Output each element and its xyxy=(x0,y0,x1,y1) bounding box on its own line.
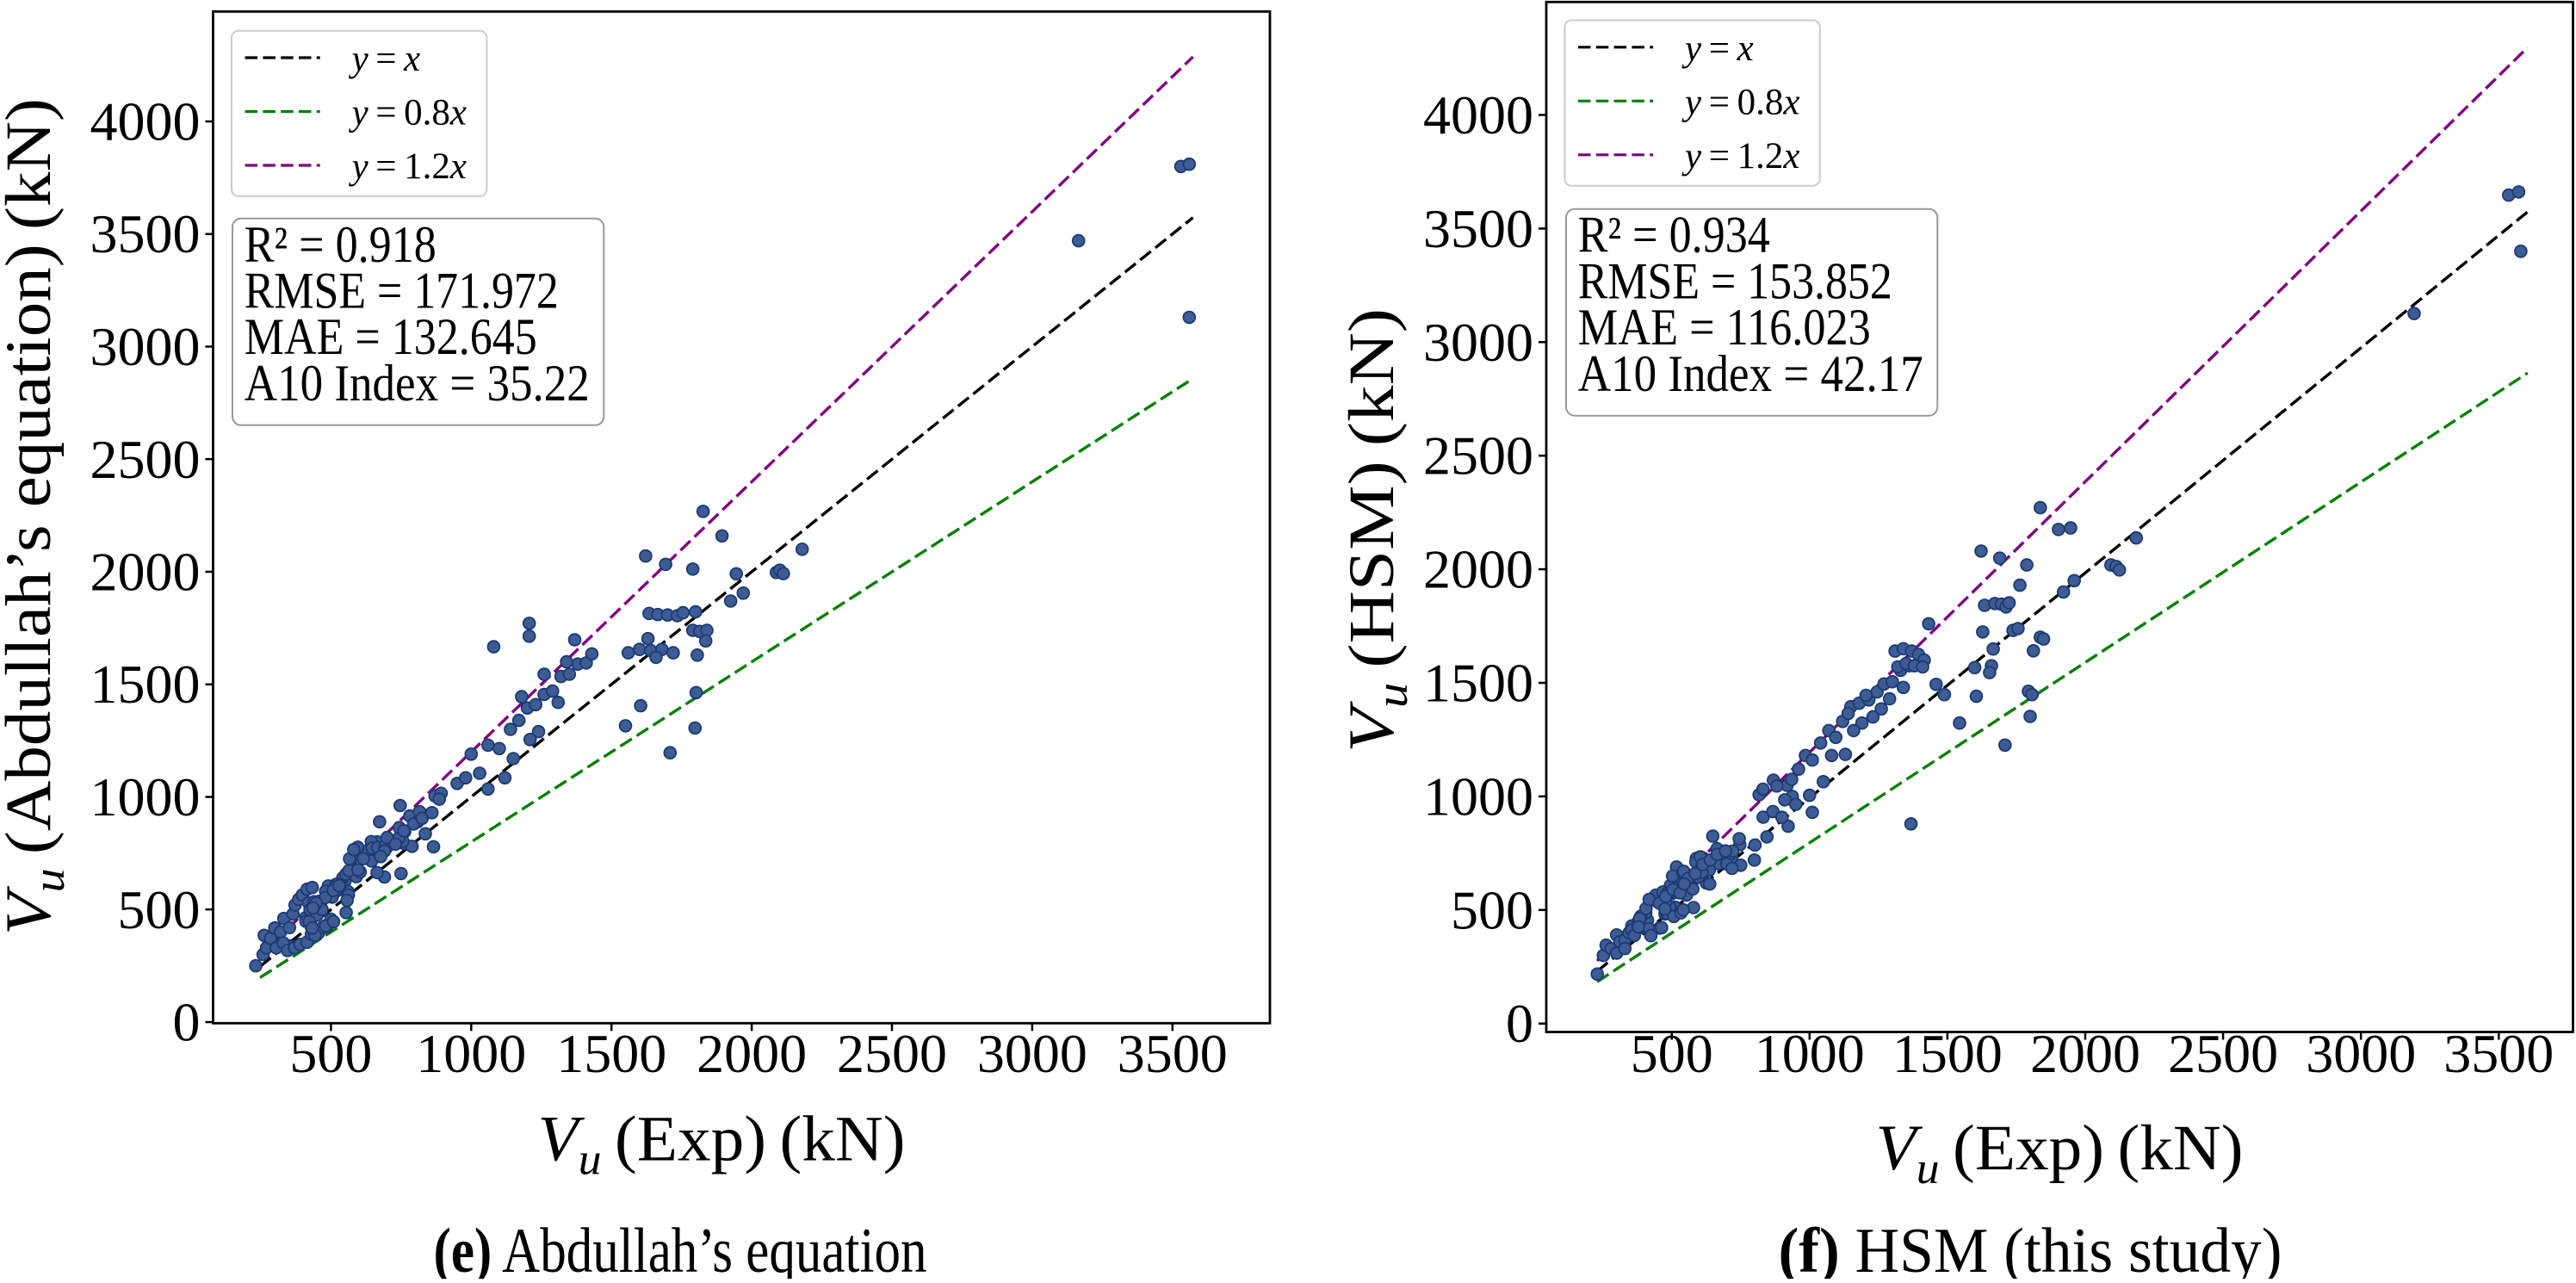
svg-text:3500: 3500 xyxy=(2443,1023,2554,1084)
svg-text:y = 0.8x: y = 0.8x xyxy=(349,93,467,133)
svg-text:2000: 2000 xyxy=(1423,539,1533,600)
svg-text:4000: 4000 xyxy=(1423,84,1533,146)
svg-text:Vu (Exp) (kN): Vu (Exp) (kN) xyxy=(538,1104,906,1185)
svg-text:1000: 1000 xyxy=(1423,765,1533,827)
svg-text:3000: 3000 xyxy=(1423,312,1533,373)
svg-text:R² = 0.934: R² = 0.934 xyxy=(1578,207,1770,263)
svg-text:500: 500 xyxy=(1451,879,1533,940)
svg-text:y = x: y = x xyxy=(1681,28,1754,69)
svg-text:3500: 3500 xyxy=(90,203,201,264)
svg-text:Vu (Abdullah’s equation) (kN): Vu (Abdullah’s equation) (kN) xyxy=(0,98,74,935)
svg-text:1000: 1000 xyxy=(416,1023,526,1084)
svg-text:Vu (Exp) (kN): Vu (Exp) (kN) xyxy=(1876,1113,2244,1193)
svg-text:2000: 2000 xyxy=(697,1023,807,1084)
svg-text:3000: 3000 xyxy=(90,316,201,377)
svg-text:RMSE = 171.972: RMSE = 171.972 xyxy=(245,263,559,319)
svg-text:3000: 3000 xyxy=(2306,1023,2416,1084)
svg-text:2000: 2000 xyxy=(2030,1023,2140,1084)
svg-text:y = 1.2x: y = 1.2x xyxy=(349,146,467,187)
svg-text:y = x: y = x xyxy=(349,39,421,79)
svg-text:3000: 3000 xyxy=(977,1023,1087,1084)
svg-text:500: 500 xyxy=(118,879,201,940)
svg-text:y = 1.2x: y = 1.2x xyxy=(1681,136,1799,177)
svg-text:(f) HSM (this study): (f) HSM (this study) xyxy=(1779,1216,2282,1279)
svg-text:500: 500 xyxy=(1631,1023,1713,1084)
svg-text:1500: 1500 xyxy=(1423,653,1533,714)
svg-text:1000: 1000 xyxy=(1755,1023,1865,1084)
svg-text:1500: 1500 xyxy=(1892,1023,2003,1084)
svg-text:0: 0 xyxy=(173,992,201,1053)
svg-text:500: 500 xyxy=(289,1023,372,1084)
svg-text:R² = 0.918: R² = 0.918 xyxy=(245,216,437,273)
svg-text:y = 0.8x: y = 0.8x xyxy=(1681,82,1799,122)
svg-text:1500: 1500 xyxy=(556,1023,666,1084)
svg-text:2500: 2500 xyxy=(90,429,201,490)
svg-text:3500: 3500 xyxy=(1118,1023,1228,1084)
svg-text:0: 0 xyxy=(1506,993,1533,1054)
svg-text:A10 Index = 42.17: A10 Index = 42.17 xyxy=(1578,345,1923,402)
svg-text:MAE = 116.023: MAE = 116.023 xyxy=(1578,299,1871,356)
svg-text:1500: 1500 xyxy=(90,654,201,715)
svg-text:A10 Index = 35.22: A10 Index = 35.22 xyxy=(245,355,590,412)
svg-text:2000: 2000 xyxy=(90,542,201,603)
svg-text:RMSE = 153.852: RMSE = 153.852 xyxy=(1578,252,1892,309)
svg-text:2500: 2500 xyxy=(837,1023,947,1084)
svg-text:2500: 2500 xyxy=(2168,1023,2278,1084)
svg-text:Vu (HSM) (kN): Vu (HSM) (kN) xyxy=(1336,308,1417,753)
svg-text:2500: 2500 xyxy=(1423,425,1533,487)
svg-text:1000: 1000 xyxy=(90,766,201,827)
svg-text:4000: 4000 xyxy=(90,91,201,152)
svg-text:MAE = 132.645: MAE = 132.645 xyxy=(245,308,537,365)
svg-text:(e) Abdullah’s equation: (e) Abdullah’s equation xyxy=(434,1216,927,1279)
svg-text:3500: 3500 xyxy=(1423,198,1533,259)
